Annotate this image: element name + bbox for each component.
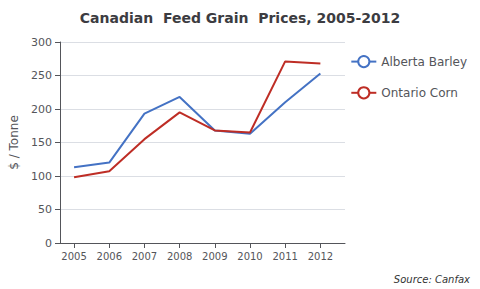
svg-text:2005: 2005 (61, 251, 86, 262)
svg-text:200: 200 (31, 103, 52, 116)
svg-text:Alberta Barley: Alberta Barley (381, 55, 467, 69)
svg-text:2012: 2012 (308, 251, 333, 262)
svg-text:0: 0 (45, 237, 52, 250)
svg-text:Canadian Feed Grain Prices,: Canadian Feed Grain Prices, 2005-2012 (80, 10, 400, 26)
svg-text:250: 250 (31, 69, 52, 82)
svg-text:2010: 2010 (237, 251, 262, 262)
svg-text:150: 150 (31, 136, 52, 149)
svg-text:Ontario Corn: Ontario Corn (381, 86, 458, 100)
svg-text:$ / Tonne: $ / Tonne (7, 115, 21, 170)
svg-text:2006: 2006 (97, 251, 122, 262)
svg-text:2008: 2008 (167, 251, 192, 262)
svg-text:2009: 2009 (202, 251, 227, 262)
svg-text:2007: 2007 (132, 251, 157, 262)
svg-text:100: 100 (31, 170, 52, 183)
svg-text:2011: 2011 (272, 251, 297, 262)
svg-text:300: 300 (31, 36, 52, 49)
svg-text:Source: Canfax: Source: Canfax (394, 274, 470, 285)
svg-text:50: 50 (38, 203, 52, 216)
